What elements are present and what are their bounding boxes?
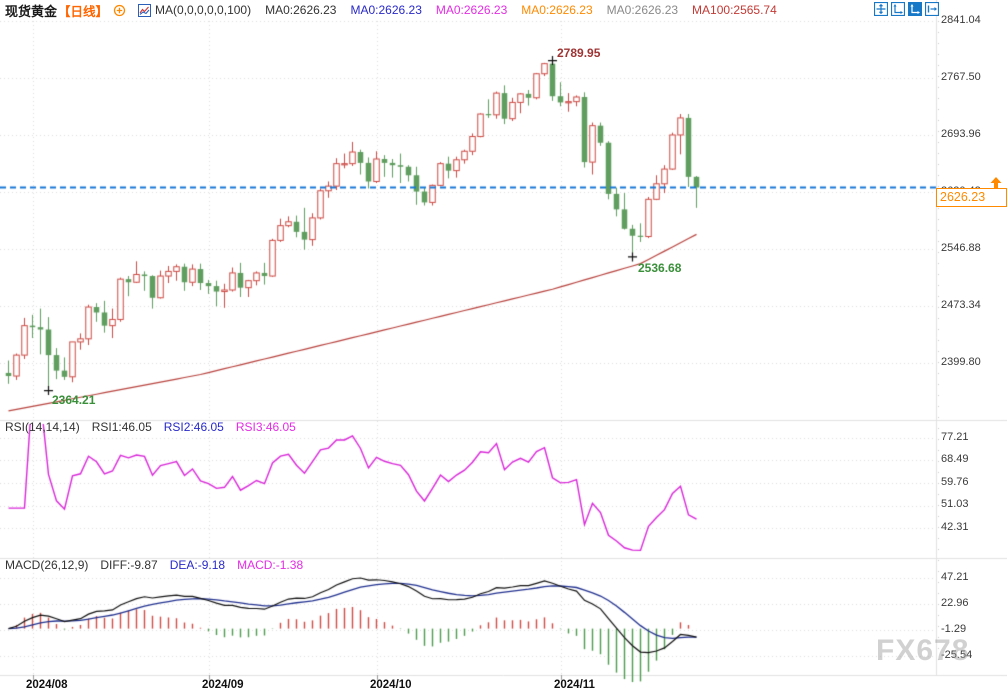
period-label[interactable]: 【日线】: [58, 4, 109, 19]
x-axis-label: 2024/10: [370, 679, 412, 691]
ma-value-4: MA0:2626.23: [521, 3, 593, 17]
chart-toolbar: [874, 2, 939, 16]
macd-settings-label[interactable]: MACD(26,12,9): [5, 558, 89, 572]
ma-settings-label: MA(0,0,0,0,0,100): [155, 3, 252, 17]
rsi-tick: 77.21: [941, 431, 969, 443]
price-up-arrow-icon: [990, 176, 1002, 194]
rsi-tick: 59.76: [941, 476, 969, 488]
x-axis-label: 2024/09: [202, 679, 244, 691]
rsi-tick: 42.31: [941, 521, 969, 533]
macd-diff-value: DIFF:-9.87: [100, 558, 158, 572]
macd-tick: 47.21: [941, 571, 969, 583]
price-tick: 2693.96: [941, 128, 981, 140]
macd-tick: -25.54: [941, 649, 973, 661]
ma-value-5: MA0:2626.23: [606, 3, 679, 17]
x-axis-label: 2024/11: [554, 679, 595, 691]
symbol-name[interactable]: 现货黄金: [5, 3, 58, 19]
indicator-settings-icon[interactable]: [113, 4, 126, 17]
ma-value-2: MA0:2626.23: [350, 3, 422, 17]
rsi2-value: RSI2:46.05: [163, 420, 224, 434]
rsi-settings-label[interactable]: RSI(14,14,14): [5, 420, 80, 434]
macd-dea-value: DEA:-9.18: [169, 558, 226, 572]
annotation-high: 2789.95: [557, 46, 601, 60]
rsi1-value: RSI1:46.05: [91, 420, 152, 434]
price-tick: 2399.80: [941, 356, 981, 368]
price-tick: 2841.04: [941, 14, 981, 26]
watermark: FX678: [876, 634, 970, 667]
collapse-panel-icon[interactable]: [925, 2, 939, 16]
price-tick: 2473.34: [941, 299, 981, 311]
rsi-tick: 68.49: [941, 453, 969, 465]
axis-scale-active-icon[interactable]: [908, 2, 922, 16]
annotation-low-2: 2364.21: [52, 393, 96, 407]
price-tick: 2767.50: [941, 71, 981, 83]
price-tick: 2546.88: [941, 242, 981, 254]
ma-value-6: MA100:2565.74: [692, 3, 777, 17]
annotation-low-1: 2536.68: [638, 261, 682, 275]
chart-type-icon[interactable]: [138, 3, 152, 17]
ma-value-3: MA0:2626.23: [435, 3, 508, 17]
macd-tick: 22.96: [941, 597, 969, 609]
pan-crosshair-icon[interactable]: [874, 2, 888, 16]
x-axis-label: 2024/08: [26, 679, 68, 691]
rsi-tick: 51.03: [941, 498, 969, 510]
macd-tick: -1.29: [941, 623, 967, 635]
rsi-header: RSI(14,14,14) RSI1:46.05 RSI2:46.05 RSI3…: [5, 420, 296, 434]
main-header: 现货黄金 【日线】 MA(0,0,0,0,0,100) MA0:2626.23 …: [5, 1, 777, 19]
ma-value-1: MA0:2626.23: [265, 3, 337, 17]
rsi3-value: RSI3:46.05: [235, 420, 296, 434]
axis-scale-icon[interactable]: [891, 2, 905, 16]
macd-header: MACD(26,12,9) DIFF:-9.87 DEA:-9.18 MACD:…: [5, 558, 303, 572]
macd-macd-value: MACD:-1.38: [237, 558, 304, 572]
